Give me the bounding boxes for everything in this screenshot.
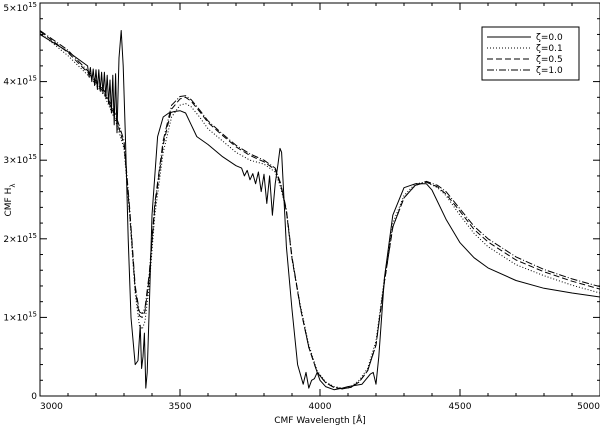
x-ticks: 3000 3500 4000 4500 5000: [39, 3, 600, 412]
y-tick-label-base: 1×10: [3, 313, 28, 323]
y-axis-title: CMF Hλ: [4, 183, 17, 216]
x-tick-label: 4000: [309, 402, 332, 412]
y-tick-label: 2×1015: [3, 232, 37, 245]
x-tick-label: 4500: [449, 402, 472, 412]
legend-box: [481, 26, 580, 81]
y-tick-label-base: 2×10: [3, 235, 28, 245]
y-axis-title-main: CMF H: [4, 188, 14, 217]
y-tick-label-base: 3×10: [3, 156, 28, 166]
series-line-3: [39, 30, 600, 390]
series-line-0: [39, 30, 600, 391]
legend-label-3: ζ=1.0: [536, 66, 563, 76]
y-tick-label-base: 5×10: [3, 4, 28, 14]
x-tick-label: 3500: [169, 402, 192, 412]
y-axis-title-subscript: λ: [9, 183, 17, 187]
y-tick-label-exponent: 15: [28, 232, 37, 240]
x-tick-label: 3000: [40, 402, 63, 412]
y-tick-label: 3×1015: [3, 153, 37, 166]
legend-label-2: ζ=0.5: [536, 55, 563, 65]
series-group: [39, 30, 600, 391]
y-tick-label-base: 4×10: [3, 78, 28, 88]
series-line-2: [39, 30, 600, 390]
x-axis-title: CMF Wavelength [Å]: [274, 414, 366, 426]
y-tick-label-exponent: 15: [28, 310, 37, 318]
y-tick-label: 5×1015: [3, 1, 37, 14]
legend: ζ=0.0ζ=0.1ζ=0.5ζ=1.0: [481, 26, 580, 81]
x-tick-label: 5000: [577, 402, 600, 412]
legend-label-1: ζ=0.1: [536, 44, 563, 54]
legend-label-0: ζ=0.0: [536, 33, 563, 43]
y-tick-label: 0: [31, 392, 37, 402]
y-tick-label-exponent: 15: [28, 75, 37, 83]
y-tick-label: 4×1015: [3, 75, 37, 88]
y-tick-label-base: 0: [31, 392, 37, 402]
y-tick-label: 1×1015: [3, 310, 37, 323]
y-tick-label-exponent: 15: [28, 1, 37, 9]
y-tick-label-exponent: 15: [28, 153, 37, 161]
